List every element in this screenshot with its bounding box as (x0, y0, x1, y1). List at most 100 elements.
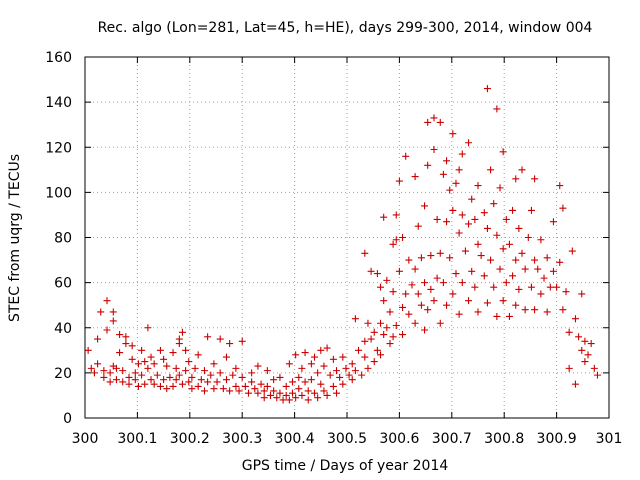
data-point (276, 373, 284, 381)
data-point (587, 340, 595, 348)
data-point (304, 387, 312, 395)
data-point (314, 369, 322, 377)
data-point (465, 220, 473, 228)
x-tick-label: 300.1 (117, 431, 157, 447)
data-point (119, 378, 127, 386)
data-point (474, 182, 482, 190)
data-point (106, 369, 114, 377)
data-point (295, 385, 303, 393)
x-tick-label: 300.8 (484, 431, 524, 447)
data-point (163, 362, 171, 370)
data-point (289, 378, 297, 386)
data-point (527, 283, 535, 291)
data-point (499, 297, 507, 305)
data-point (178, 380, 186, 388)
data-point (125, 373, 133, 381)
data-point (138, 346, 146, 354)
x-tick-label: 301 (596, 431, 623, 447)
data-point (414, 290, 422, 298)
data-point (232, 364, 240, 372)
data-point (134, 382, 142, 390)
data-point (103, 326, 111, 334)
y-tick-label: 80 (54, 231, 72, 247)
x-tick-label: 300.7 (432, 431, 472, 447)
data-point (348, 376, 356, 384)
data-point (483, 224, 491, 232)
data-point (559, 204, 567, 212)
data-point (493, 105, 501, 113)
data-point (383, 324, 391, 332)
chart-title: Rec. algo (Lon=281, Lat=45, h=HE), days … (98, 20, 593, 36)
data-point (443, 218, 451, 226)
data-point (248, 369, 256, 377)
data-point (364, 319, 372, 327)
data-point (449, 290, 457, 298)
data-point (282, 382, 290, 390)
data-point (471, 283, 479, 291)
data-point (336, 373, 344, 381)
data-point (266, 391, 274, 399)
data-point (263, 367, 271, 375)
data-point (490, 200, 498, 208)
data-point (556, 258, 564, 266)
data-point (505, 312, 513, 320)
data-point (141, 358, 149, 366)
y-tick-label: 140 (45, 95, 72, 111)
data-point (109, 308, 117, 316)
data-point (483, 85, 491, 93)
data-point (427, 252, 435, 260)
data-point (477, 252, 485, 260)
data-point (116, 349, 124, 357)
data-point (496, 265, 504, 273)
data-point (175, 371, 183, 379)
data-point (216, 335, 224, 343)
data-point (188, 385, 196, 393)
data-point (578, 290, 586, 298)
data-point (100, 373, 108, 381)
data-point (144, 324, 152, 332)
data-point (417, 301, 425, 309)
data-point (172, 364, 180, 372)
data-point (521, 265, 529, 273)
x-tick-label: 300.3 (222, 431, 262, 447)
data-point (172, 376, 180, 384)
data-point (411, 319, 419, 327)
data-point (314, 394, 322, 402)
x-tick-label: 300.6 (379, 431, 419, 447)
data-point (97, 308, 105, 316)
data-point (439, 279, 447, 287)
data-point (112, 376, 120, 384)
data-point (386, 340, 394, 348)
data-point (430, 114, 438, 122)
data-point (351, 315, 359, 323)
data-point (260, 394, 268, 402)
data-point (424, 306, 432, 314)
data-point (502, 215, 510, 223)
data-point (254, 362, 262, 370)
data-point (584, 351, 592, 359)
data-point (493, 231, 501, 239)
y-tick-label: 60 (54, 276, 72, 292)
data-point (571, 380, 579, 388)
data-point (380, 297, 388, 305)
y-tick-label: 160 (45, 50, 72, 66)
data-point (200, 387, 208, 395)
data-point (210, 385, 218, 393)
data-point (84, 346, 92, 354)
x-tick-label: 300.2 (170, 431, 210, 447)
data-point (465, 297, 473, 305)
data-point (213, 378, 221, 386)
data-point (524, 234, 532, 241)
data-point (270, 387, 278, 395)
data-point (512, 256, 520, 264)
data-point (138, 371, 146, 379)
data-point (216, 369, 224, 377)
data-point (361, 249, 369, 257)
data-point (329, 382, 337, 390)
data-point (323, 344, 331, 352)
y-tick-labels: 0 20 40 60 80 100 120 140 160 (45, 50, 72, 427)
y-tick-label: 100 (45, 185, 72, 201)
data-point (364, 364, 372, 372)
data-point (386, 308, 394, 316)
data-point (483, 299, 491, 307)
